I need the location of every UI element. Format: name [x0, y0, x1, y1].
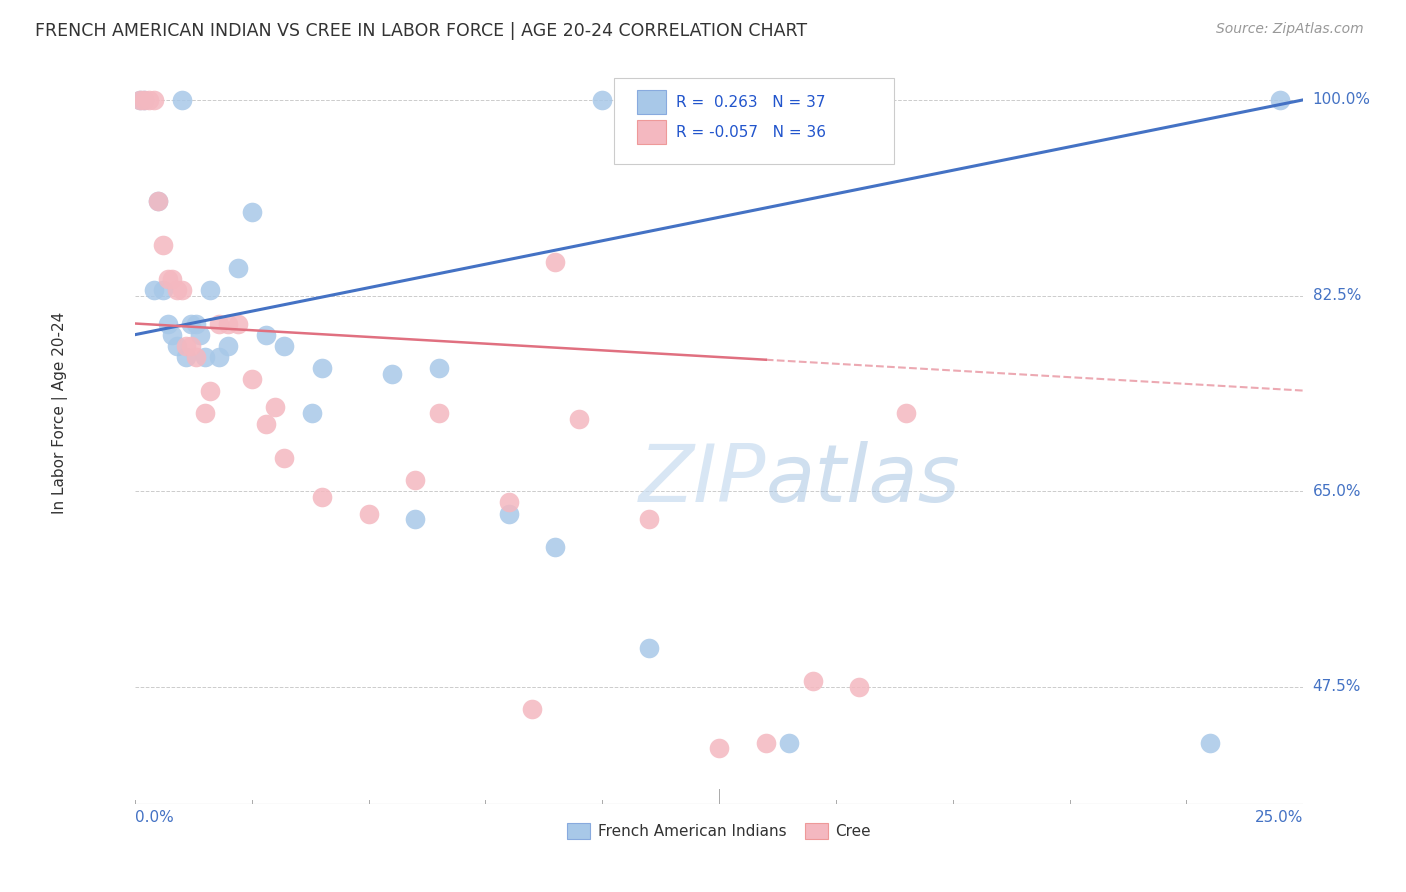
Point [226, 260, 249, 275]
Point [217, 339, 239, 353]
Text: atlas: atlas [766, 441, 960, 519]
Point [894, 406, 917, 420]
Text: 25.0%: 25.0% [1254, 810, 1303, 825]
Point [240, 372, 263, 386]
Point [498, 507, 520, 521]
Point [208, 317, 231, 331]
Text: FRENCH AMERICAN INDIAN VS CREE IN LABOR FORCE | AGE 20-24 CORRELATION CHART: FRENCH AMERICAN INDIAN VS CREE IN LABOR … [35, 22, 807, 40]
Point [156, 317, 179, 331]
FancyBboxPatch shape [637, 120, 666, 145]
Point [128, 93, 150, 107]
Point [226, 317, 249, 331]
FancyBboxPatch shape [614, 78, 894, 164]
Point [638, 640, 661, 655]
Point [170, 93, 193, 107]
Point [162, 272, 184, 286]
Point [638, 512, 661, 526]
Point [568, 411, 591, 425]
Point [357, 507, 380, 521]
Point [254, 417, 277, 431]
Point [498, 495, 520, 509]
Point [544, 540, 567, 554]
Point [162, 327, 184, 342]
Point [188, 327, 211, 342]
Point [404, 473, 426, 487]
Point [1198, 736, 1220, 750]
Point [138, 93, 160, 107]
Point [1268, 93, 1291, 107]
Point [591, 93, 613, 107]
Point [148, 194, 170, 208]
Point [778, 736, 800, 750]
Point [755, 736, 778, 750]
Point [614, 93, 637, 107]
Text: 82.5%: 82.5% [1313, 288, 1361, 303]
Point [427, 406, 450, 420]
Text: R =  0.263   N = 37: R = 0.263 N = 37 [676, 95, 825, 110]
Text: R = -0.057   N = 36: R = -0.057 N = 36 [676, 125, 825, 140]
Point [166, 283, 188, 297]
Point [198, 283, 221, 297]
Legend: French American Indians, Cree: French American Indians, Cree [561, 817, 877, 846]
Text: 100.0%: 100.0% [1313, 93, 1371, 107]
Text: Source: ZipAtlas.com: Source: ZipAtlas.com [1216, 22, 1364, 37]
Text: ZIP: ZIP [638, 441, 766, 519]
Text: In Labor Force | Age 20-24: In Labor Force | Age 20-24 [52, 312, 67, 514]
Point [180, 339, 202, 353]
Point [848, 680, 870, 694]
Text: 65.0%: 65.0% [1313, 483, 1361, 499]
Point [848, 93, 870, 107]
Point [404, 512, 426, 526]
Point [311, 490, 333, 504]
Point [544, 255, 567, 269]
Point [152, 283, 174, 297]
Point [170, 283, 193, 297]
Point [176, 350, 198, 364]
Point [208, 350, 231, 364]
Point [142, 283, 165, 297]
Point [427, 361, 450, 376]
Point [301, 406, 323, 420]
Point [142, 93, 165, 107]
Point [311, 361, 333, 376]
FancyBboxPatch shape [637, 90, 666, 114]
Point [520, 702, 543, 716]
Point [381, 367, 404, 381]
Point [240, 204, 263, 219]
Point [152, 238, 174, 252]
Point [194, 350, 217, 364]
Point [273, 450, 295, 465]
Point [128, 93, 150, 107]
Point [801, 674, 824, 689]
Point [134, 93, 156, 107]
Point [148, 194, 170, 208]
Text: 0.0%: 0.0% [135, 810, 174, 825]
Point [273, 339, 295, 353]
Point [180, 317, 202, 331]
Point [134, 93, 156, 107]
Point [156, 272, 179, 286]
Point [801, 93, 824, 107]
Point [685, 93, 707, 107]
Point [254, 327, 277, 342]
Point [707, 741, 730, 756]
Point [184, 317, 207, 331]
Point [166, 339, 188, 353]
Point [184, 350, 207, 364]
Text: 47.5%: 47.5% [1313, 680, 1361, 694]
Point [194, 406, 217, 420]
Point [176, 339, 198, 353]
Point [264, 401, 287, 415]
Point [198, 384, 221, 398]
Point [217, 317, 239, 331]
